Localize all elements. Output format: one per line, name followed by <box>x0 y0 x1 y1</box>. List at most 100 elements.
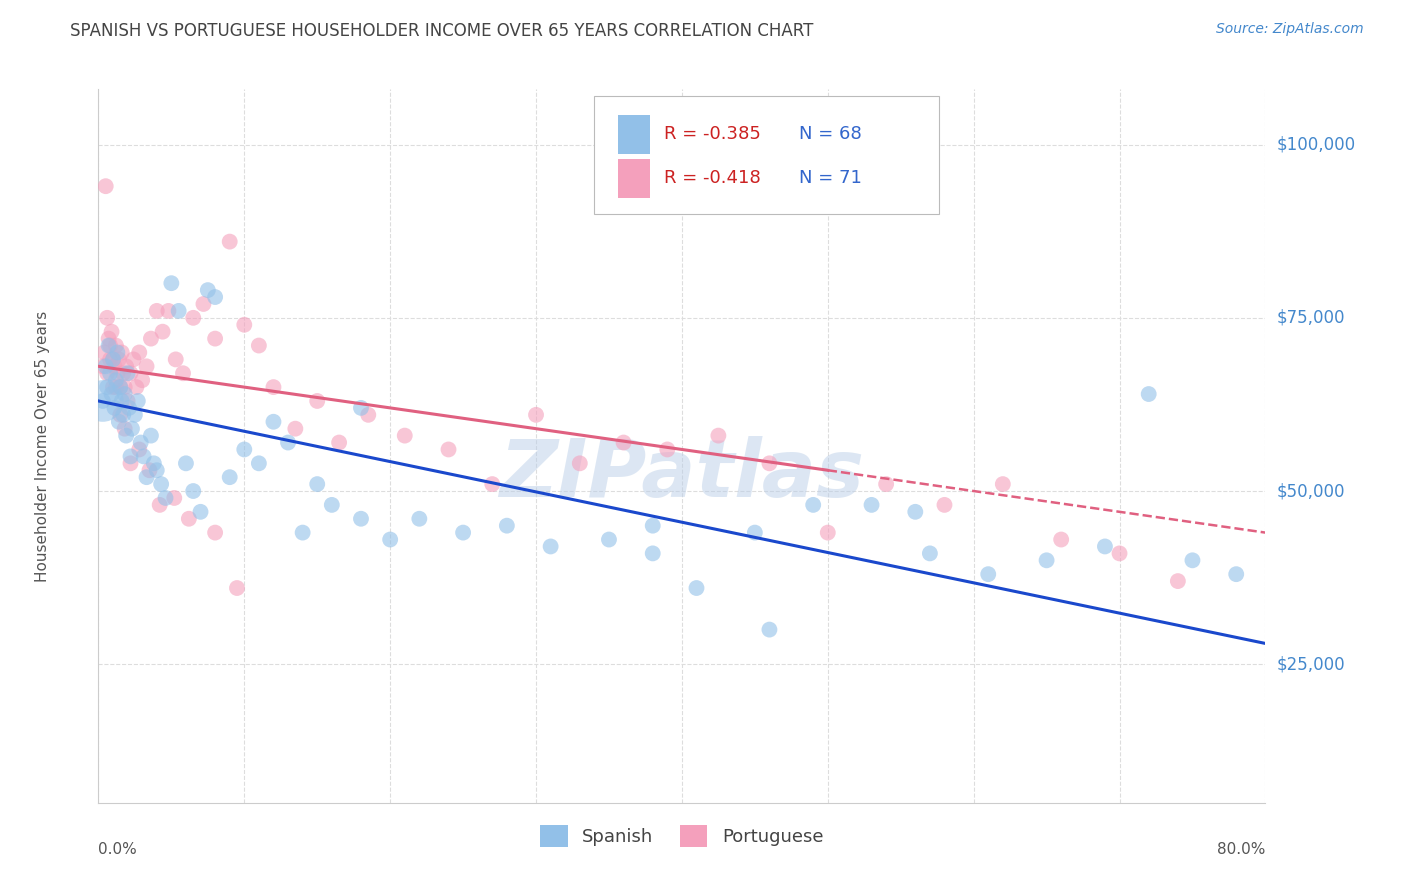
Point <box>101 380 124 394</box>
Point <box>110 380 132 394</box>
Point <box>172 366 194 380</box>
Text: N = 71: N = 71 <box>799 169 862 187</box>
Point <box>112 366 135 380</box>
Point <box>568 456 591 470</box>
Point <box>934 498 956 512</box>
Point <box>904 505 927 519</box>
Point <box>197 283 219 297</box>
Point <box>91 359 114 374</box>
Point <box>135 359 157 374</box>
Text: $25,000: $25,000 <box>1277 656 1346 673</box>
Point <box>139 332 162 346</box>
Point <box>101 352 124 367</box>
Point <box>540 540 562 554</box>
Point <box>218 470 240 484</box>
Point <box>657 442 679 457</box>
Point <box>817 525 839 540</box>
Point <box>167 304 190 318</box>
Text: $50,000: $50,000 <box>1277 482 1346 500</box>
Point <box>104 338 127 352</box>
Point <box>875 477 897 491</box>
Point <box>707 428 730 442</box>
Text: SPANISH VS PORTUGUESE HOUSEHOLDER INCOME OVER 65 YEARS CORRELATION CHART: SPANISH VS PORTUGUESE HOUSEHOLDER INCOME… <box>70 22 814 40</box>
Point <box>93 345 115 359</box>
Point <box>117 366 139 380</box>
Point <box>193 297 215 311</box>
Point <box>1225 567 1247 582</box>
Point <box>641 518 664 533</box>
Point <box>149 498 172 512</box>
Point <box>101 352 124 367</box>
Point <box>1050 533 1073 547</box>
Point <box>481 477 503 491</box>
Point <box>128 442 150 457</box>
Point <box>131 373 153 387</box>
Point <box>233 318 256 332</box>
Point <box>108 352 131 367</box>
Point <box>163 491 186 505</box>
Point <box>451 525 474 540</box>
Point <box>139 428 162 442</box>
Point <box>524 408 547 422</box>
Point <box>111 345 134 359</box>
Point <box>190 505 212 519</box>
Point <box>100 387 122 401</box>
Point <box>122 352 145 367</box>
Point <box>103 401 125 415</box>
FancyBboxPatch shape <box>617 159 651 198</box>
Text: 80.0%: 80.0% <box>1218 842 1265 857</box>
FancyBboxPatch shape <box>617 114 651 153</box>
Point <box>114 387 136 401</box>
Point <box>115 428 138 442</box>
Point <box>150 477 173 491</box>
Point <box>108 415 131 429</box>
Point <box>114 422 136 436</box>
Point <box>744 525 766 540</box>
Point <box>408 512 430 526</box>
Point <box>1181 553 1204 567</box>
Point <box>1167 574 1189 588</box>
Point <box>181 483 204 498</box>
Point <box>758 456 780 470</box>
Point <box>105 345 128 359</box>
Text: ZIPatlas: ZIPatlas <box>499 435 865 514</box>
Point <box>262 380 284 394</box>
Point <box>612 435 634 450</box>
Point <box>138 463 160 477</box>
Point <box>105 366 128 380</box>
Point <box>97 332 120 346</box>
Point <box>146 304 169 318</box>
Point <box>118 401 141 415</box>
Point <box>758 623 780 637</box>
Point <box>100 325 122 339</box>
Text: R = -0.418: R = -0.418 <box>665 169 761 187</box>
Point <box>496 518 519 533</box>
Point <box>128 345 150 359</box>
Point <box>350 512 373 526</box>
Point <box>129 435 152 450</box>
Point <box>120 456 142 470</box>
Point <box>307 394 329 409</box>
Point <box>96 310 118 325</box>
Point <box>307 477 329 491</box>
Point <box>598 533 620 547</box>
Point <box>860 498 883 512</box>
Point <box>174 456 197 470</box>
Point <box>437 442 460 457</box>
Point <box>801 498 824 512</box>
Point <box>321 498 343 512</box>
Point <box>218 235 240 249</box>
Point <box>98 366 121 380</box>
Point <box>110 408 132 422</box>
Point <box>380 533 402 547</box>
Text: Householder Income Over 65 years: Householder Income Over 65 years <box>35 310 49 582</box>
Point <box>328 435 350 450</box>
Point <box>97 338 120 352</box>
Text: N = 68: N = 68 <box>799 125 862 143</box>
Point <box>117 394 139 409</box>
Point <box>977 567 1000 582</box>
Point <box>284 422 307 436</box>
Point <box>1108 546 1130 560</box>
Point <box>357 408 380 422</box>
Text: R = -0.385: R = -0.385 <box>665 125 761 143</box>
